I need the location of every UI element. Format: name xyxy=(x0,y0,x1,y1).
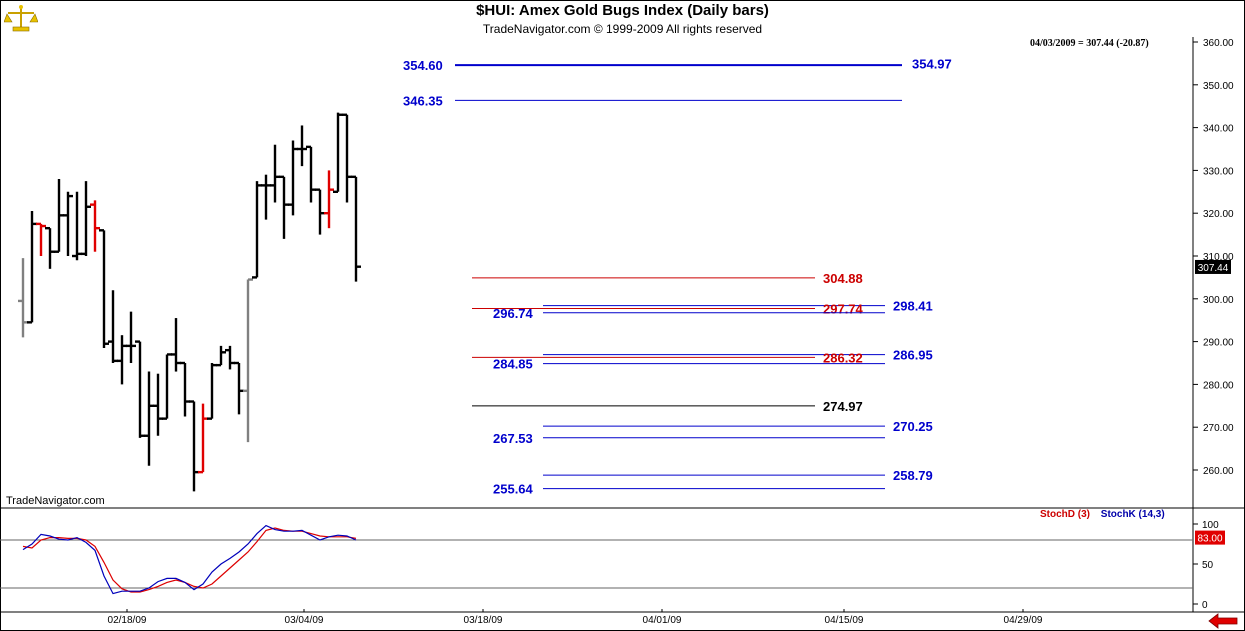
stoch-y-tick-label: 50 xyxy=(1202,560,1214,571)
watermark-text: TradeNavigator.com xyxy=(6,495,105,507)
fib-levels: 354.60 354.97 346.35 304.88 298.41 297.74 296.… xyxy=(403,57,952,497)
level-label: 274.97 xyxy=(823,399,863,414)
x-tick-label: 04/29/09 xyxy=(1004,615,1043,626)
chart-subtitle: TradeNavigator.com © 1999-2009 All right… xyxy=(482,22,763,36)
stoch-y-tick-label: 0 xyxy=(1202,600,1208,611)
last-price-value: 307.44 xyxy=(1198,263,1229,274)
level-label: 297.74 xyxy=(823,301,864,316)
y-tick-label: 330.00 xyxy=(1203,166,1234,177)
x-tick-label: 04/01/09 xyxy=(643,615,682,626)
last-value-readout: 04/03/2009 = 307.44 (-20.87) xyxy=(1030,38,1149,49)
y-tick-label: 280.00 xyxy=(1203,380,1234,391)
level-label: 354.97 xyxy=(912,57,952,72)
y-tick-label: 270.00 xyxy=(1203,423,1234,434)
price-axis: 260.00 270.00 280.00 290.00 300.00 310.00 320.… xyxy=(1193,38,1234,477)
level-label: 267.53 xyxy=(493,431,533,446)
scales-logo-icon[interactable] xyxy=(4,4,38,34)
level-label: 284.85 xyxy=(493,357,533,372)
last-price-marker: 307.44 xyxy=(1195,259,1231,274)
level-label: 258.79 xyxy=(893,468,933,483)
level-label: 270.25 xyxy=(893,419,933,434)
legend-stoch-d: StochD (3) xyxy=(1040,509,1090,520)
y-tick-label: 290.00 xyxy=(1203,338,1234,349)
y-tick-label: 320.00 xyxy=(1203,209,1234,220)
level-label: 296.74 xyxy=(493,306,534,321)
chart-title: $HUI: Amex Gold Bugs Index (Daily bars) xyxy=(476,2,769,19)
y-tick-label: 350.00 xyxy=(1203,81,1234,92)
stoch-last-value: 83.00 xyxy=(1197,534,1222,545)
x-tick-label: 03/18/09 xyxy=(464,615,503,626)
y-tick-label: 340.00 xyxy=(1203,124,1234,135)
x-tick-label: 02/18/09 xyxy=(108,615,147,626)
y-tick-label: 260.00 xyxy=(1203,466,1234,477)
stochastic-pane: 0 50 100 83.00 xyxy=(0,520,1225,611)
y-tick-label: 360.00 xyxy=(1203,38,1234,49)
stoch-series-line xyxy=(22,527,357,593)
level-label: 255.64 xyxy=(493,482,534,497)
level-label: 346.35 xyxy=(403,93,443,108)
stoch-y-tick-label: 100 xyxy=(1202,520,1219,531)
level-label: 286.95 xyxy=(893,348,933,363)
stoch-legend: StochD (3) StochK (14,3) xyxy=(1040,509,1165,520)
last-price-box xyxy=(1195,259,1231,274)
stoch-last-box xyxy=(1195,530,1225,545)
level-label: 354.60 xyxy=(403,58,443,73)
y-tick-label: 310.00 xyxy=(1203,252,1234,263)
stoch-series-line xyxy=(22,524,357,595)
level-label: 286.32 xyxy=(823,350,863,365)
date-axis: 02/18/09 03/04/09 03/18/09 04/01/09 04/15/09… xyxy=(108,609,1043,626)
level-label: 298.41 xyxy=(893,299,933,314)
legend-stoch-k: StochK (14,3) xyxy=(1100,509,1165,520)
x-tick-label: 03/04/09 xyxy=(285,615,324,626)
left-arrow-icon[interactable] xyxy=(1208,613,1238,629)
y-tick-label: 300.00 xyxy=(1203,295,1234,306)
price-bars xyxy=(18,112,361,492)
level-label: 304.88 xyxy=(823,271,863,286)
x-tick-label: 04/15/09 xyxy=(825,615,864,626)
